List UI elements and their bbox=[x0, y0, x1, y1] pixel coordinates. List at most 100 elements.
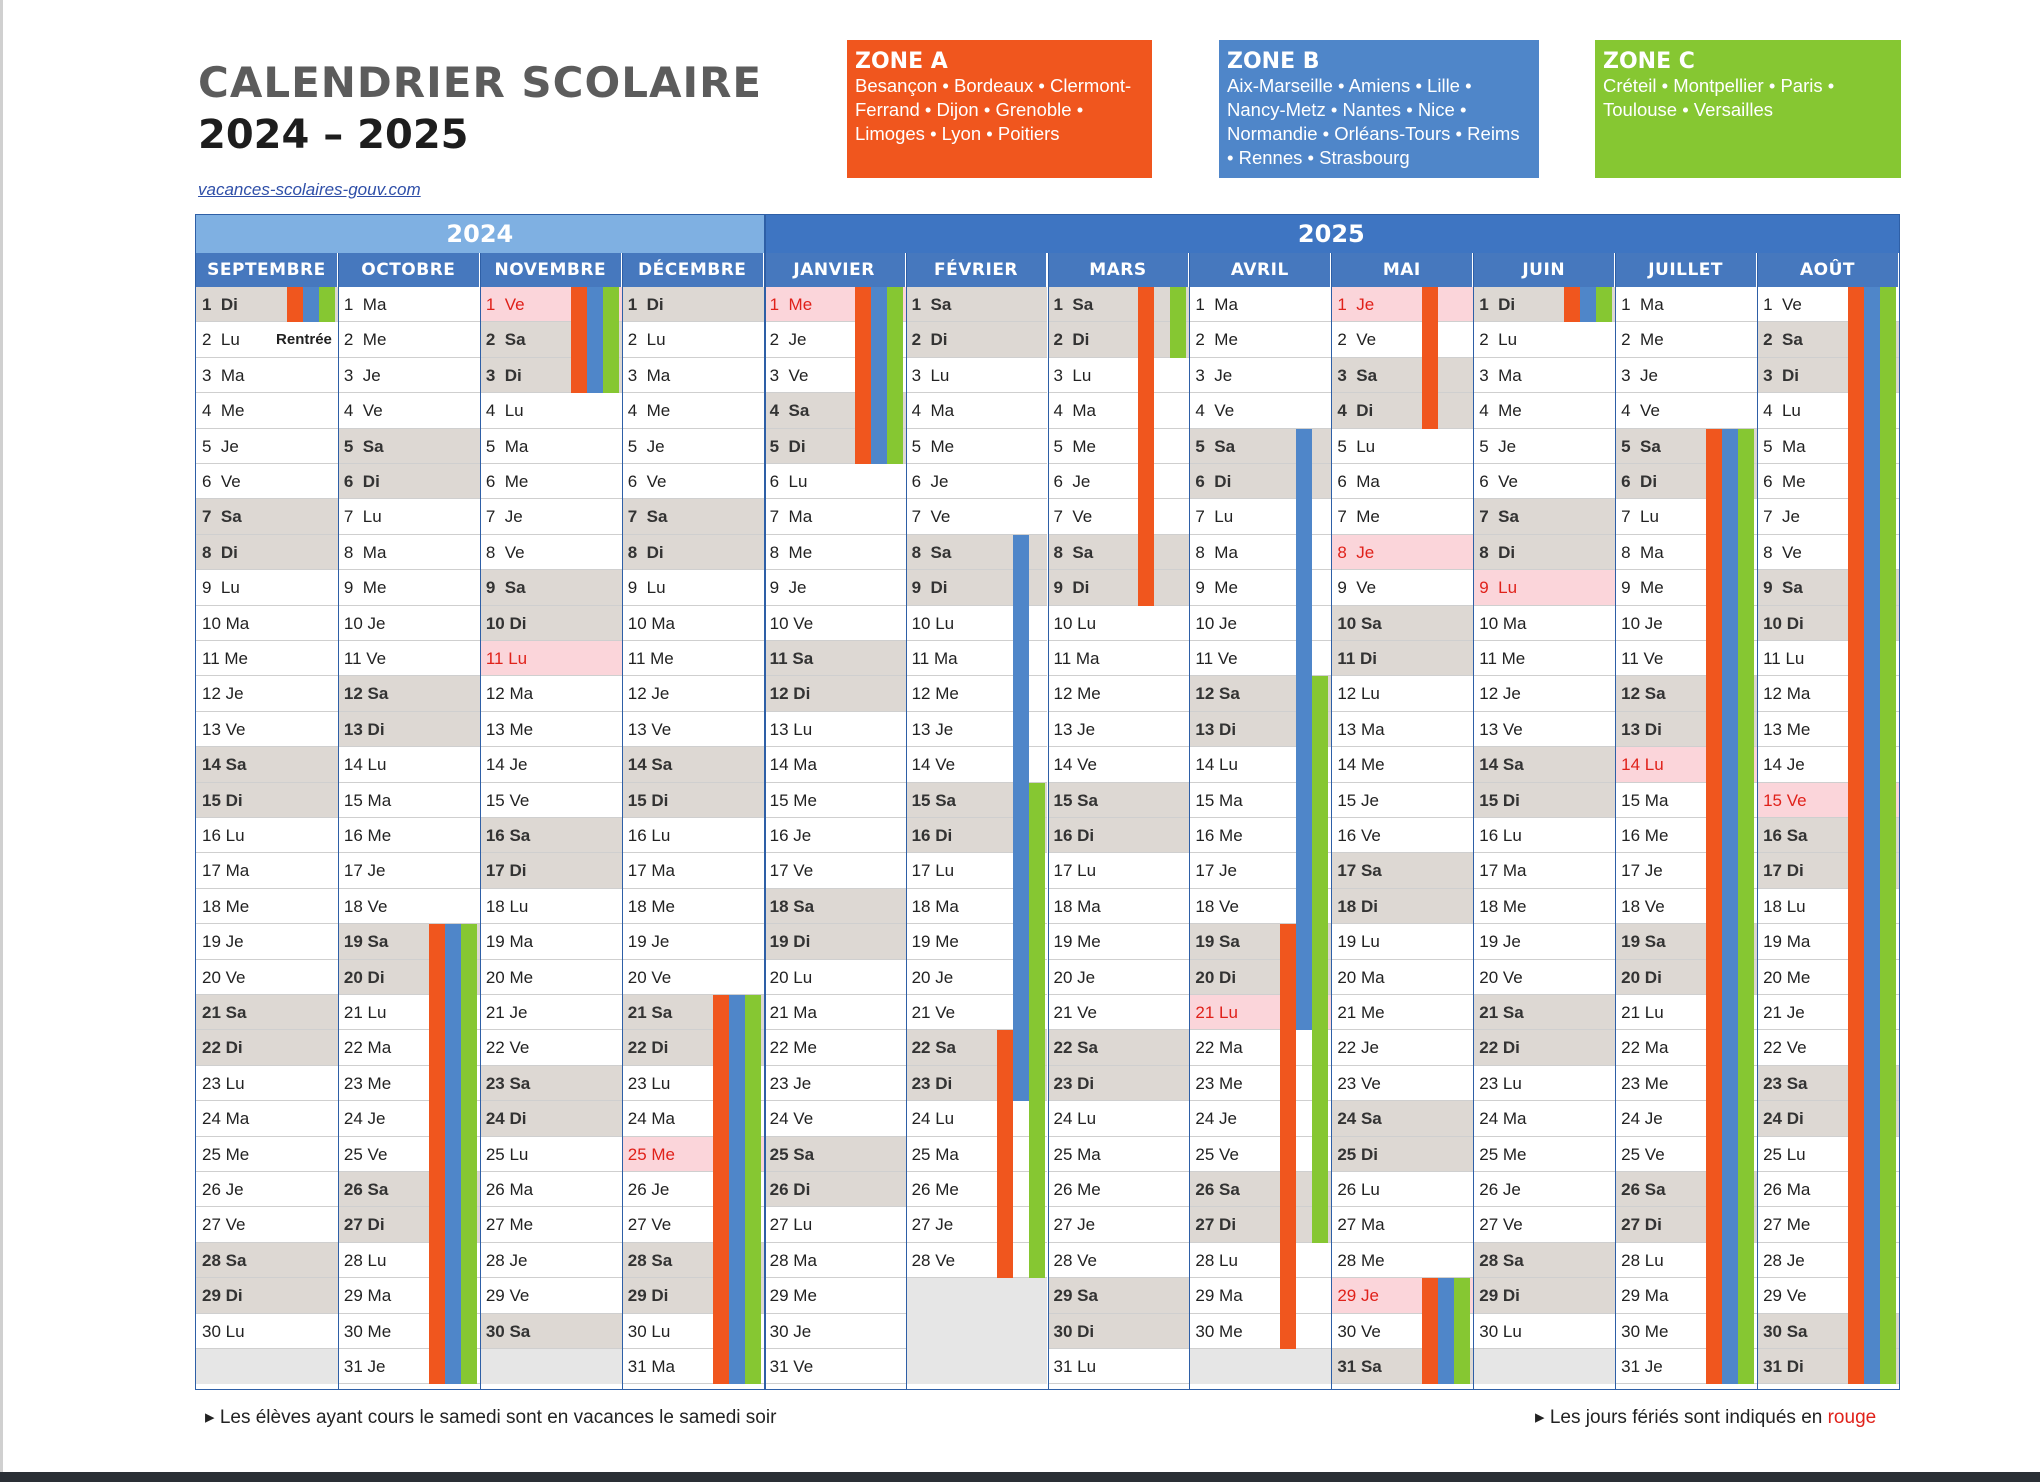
vacation-bar-zone-c bbox=[744, 995, 761, 1385]
day-cell: 13 Ve bbox=[621, 711, 764, 748]
zone-b-title: ZONE B bbox=[1227, 49, 1320, 74]
month-header-4: JANVIER bbox=[763, 253, 906, 287]
day-cell: 5 Me bbox=[1047, 428, 1190, 464]
day-cell: 25 Ma bbox=[1047, 1136, 1190, 1172]
day-cell: 24 Je bbox=[1189, 1101, 1332, 1137]
day-cell: 16 Ve bbox=[1331, 818, 1474, 854]
day-cell: 29 Ve bbox=[479, 1278, 622, 1314]
day-cell: 1 Ma bbox=[1189, 287, 1332, 323]
day-cell: 28 Ma bbox=[763, 1242, 906, 1279]
day-cell: 17 Ma bbox=[1473, 853, 1616, 889]
day-cell: 10 Ma bbox=[196, 605, 338, 641]
day-cell: 10 Di bbox=[479, 605, 622, 641]
month-header-9: JUIN bbox=[1473, 253, 1616, 287]
vacation-bar-zone-a bbox=[1138, 287, 1155, 606]
year-2025-header: 2025 bbox=[763, 215, 1899, 253]
day-cell: 2 Ve bbox=[1331, 322, 1474, 358]
day-cell: 4 Ve bbox=[1615, 393, 1758, 429]
day-cell: 21 Sa bbox=[196, 995, 338, 1031]
day-cell: 1 Je bbox=[1331, 287, 1474, 323]
day-cell: 26 Me bbox=[1047, 1172, 1190, 1208]
vacation-bar-zone-c bbox=[1312, 676, 1329, 1243]
month-separator bbox=[1757, 253, 1759, 1389]
day-cell: 1 Di bbox=[621, 287, 764, 323]
day-cell: 9 Me bbox=[337, 570, 480, 606]
day-cell: 3 Ma bbox=[1473, 357, 1616, 394]
vacation-bar-zone-c bbox=[1170, 287, 1187, 358]
day-cell: 8 Me bbox=[763, 534, 906, 571]
vacation-bar-zone-c bbox=[460, 924, 477, 1385]
day-cell: 3 Je bbox=[1615, 357, 1758, 394]
day-cell: 6 Ma bbox=[1331, 464, 1474, 500]
day-cell: 5 Je bbox=[196, 428, 338, 464]
day-cell: 20 Ve bbox=[196, 959, 338, 995]
website-link[interactable]: vacances-scolaires-gouv.com bbox=[198, 180, 421, 199]
day-cell: 28 Ve bbox=[905, 1242, 1048, 1279]
day-cell: 13 Ve bbox=[1473, 711, 1616, 748]
day-cell: 4 Ma bbox=[1047, 393, 1190, 429]
vacation-bar-zone-c bbox=[1596, 287, 1613, 323]
day-cell: 20 Ve bbox=[1473, 959, 1616, 995]
day-cell: 8 Di bbox=[1473, 534, 1616, 571]
day-cell: 15 Sa bbox=[1047, 782, 1190, 818]
day-cell: 11 Di bbox=[1331, 641, 1474, 677]
day-cell: 10 Lu bbox=[1047, 605, 1190, 641]
vacation-bar-zone-c bbox=[1028, 782, 1045, 1279]
zone-b-cities: Aix-Marseille • Amiens • Lille • Nancy-M… bbox=[1227, 75, 1520, 168]
day-cell: 13 Me bbox=[479, 711, 622, 748]
day-cell: 30 Je bbox=[763, 1313, 906, 1349]
zone-c-title: ZONE C bbox=[1603, 49, 1695, 74]
vacation-bar-zone-c bbox=[602, 287, 619, 394]
day-cell: 9 Lu bbox=[621, 570, 764, 606]
day-cell: 15 Di bbox=[1473, 782, 1616, 818]
day-cell: 18 Me bbox=[196, 888, 338, 925]
day-cell: 24 Sa bbox=[1331, 1101, 1474, 1137]
day-cell: 19 Ma bbox=[479, 924, 622, 960]
day-cell: 25 Lu bbox=[479, 1136, 622, 1172]
zone-a-box: ZONE A Besançon • Bordeaux • Clermont-Fe… bbox=[847, 40, 1152, 178]
day-cell: 28 Je bbox=[479, 1242, 622, 1279]
day-cell: 7 Sa bbox=[1473, 499, 1616, 535]
day-cell: 7 Ma bbox=[763, 499, 906, 535]
month-separator bbox=[1331, 253, 1333, 1389]
zone-a-cities: Besançon • Bordeaux • Clermont-Ferrand •… bbox=[855, 75, 1132, 144]
day-cell: 18 Me bbox=[1473, 888, 1616, 925]
vacation-bar-zone-b bbox=[586, 287, 603, 394]
day-cell: 27 Ve bbox=[1473, 1207, 1616, 1243]
day-cell: 2 Me bbox=[1189, 322, 1332, 358]
day-cell: 26 Je bbox=[1473, 1172, 1616, 1208]
day-cell: 13 Je bbox=[1047, 711, 1190, 748]
day-cell: 2 Me bbox=[337, 322, 480, 358]
zone-a-title: ZONE A bbox=[855, 49, 948, 74]
day-cell: 7 Ve bbox=[905, 499, 1048, 535]
month-separator bbox=[621, 253, 623, 1389]
day-cell: 3 Ma bbox=[196, 357, 338, 394]
day-cell: 14 Ve bbox=[1047, 747, 1190, 783]
day-cell: 3 Lu bbox=[1047, 357, 1190, 394]
day-cell: 11 Me bbox=[621, 641, 764, 677]
day-cell: 20 Ve bbox=[621, 959, 764, 995]
day-cell: 6 Ve bbox=[196, 464, 338, 500]
vacation-bar-zone-b bbox=[870, 287, 887, 464]
day-cell: 26 Je bbox=[196, 1172, 338, 1208]
empty-day-cell bbox=[479, 1349, 622, 1385]
day-cell: 19 Je bbox=[621, 924, 764, 960]
day-cell: 4 Di bbox=[1331, 393, 1474, 429]
day-cell: 5 Je bbox=[1473, 428, 1616, 464]
day-cell: 27 Ve bbox=[196, 1207, 338, 1243]
day-cell: 14 Sa bbox=[1473, 747, 1616, 783]
day-cell: 2 Lu bbox=[621, 322, 764, 358]
day-cell: 19 Me bbox=[1047, 924, 1190, 960]
month-separator bbox=[479, 253, 481, 1389]
month-separator bbox=[763, 215, 766, 1389]
vacation-bar-zone-c bbox=[1880, 287, 1896, 1385]
day-cell: 9 Lu bbox=[196, 570, 338, 606]
day-cell: 1 Ma bbox=[1615, 287, 1758, 323]
day-cell: 10 Je bbox=[337, 605, 480, 641]
day-cell: 15 Je bbox=[1331, 782, 1474, 818]
day-cell: 24 Di bbox=[479, 1101, 622, 1137]
day-cell: 6 Di bbox=[337, 464, 480, 500]
vacation-bar-zone-a bbox=[1422, 287, 1439, 429]
day-cell: 25 Ve bbox=[1189, 1136, 1332, 1172]
month-header-5: FÉVRIER bbox=[905, 253, 1048, 287]
